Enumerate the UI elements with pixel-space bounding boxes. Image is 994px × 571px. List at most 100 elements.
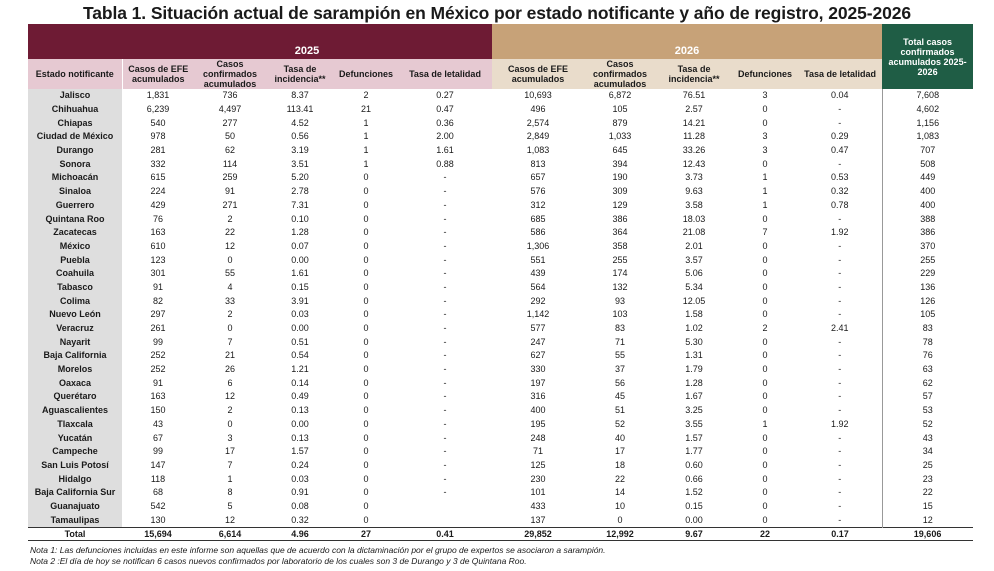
data-cell: 5.20: [291, 172, 309, 183]
data-cell: 449: [881, 171, 974, 185]
data-cell: 76: [881, 349, 974, 363]
data-cell: 7.31: [291, 199, 309, 210]
data-cell: -: [443, 281, 447, 292]
data-cell: 4,602: [881, 102, 974, 117]
state-name-cell: Veracruz: [28, 321, 122, 336]
data-cell: -: [838, 350, 842, 361]
data-cell: 247: [530, 336, 546, 347]
totals-cell: 15,694: [122, 527, 194, 541]
state-name-cell: Tlaxcala: [28, 417, 122, 432]
col-2026-incidence-rate: Tasa de incidencia**: [656, 59, 733, 89]
data-cell: -: [443, 391, 447, 402]
state-name-cell: Aguascalientes: [28, 403, 122, 418]
data-cell: 0.03: [291, 309, 309, 320]
data-cell: -: [838, 240, 842, 251]
data-cell: 978: [150, 131, 166, 142]
data-cell: 0: [363, 487, 369, 498]
data-cell: 1: [363, 158, 369, 169]
data-cell: 657: [530, 172, 546, 183]
data-cell: 1: [762, 199, 768, 210]
data-cell: 2: [363, 90, 369, 101]
data-cell: -: [838, 500, 842, 511]
data-cell: 21: [224, 350, 235, 361]
data-cell: 0: [363, 186, 369, 197]
data-cell: 1.02: [685, 323, 703, 334]
data-cell: 364: [612, 227, 628, 238]
data-cell: 0: [363, 459, 369, 470]
data-cell: 5: [227, 500, 233, 511]
data-cell: 332: [150, 158, 166, 169]
data-cell: 26: [224, 364, 235, 375]
data-cell: 0: [762, 459, 768, 470]
data-cell: 0.78: [831, 199, 849, 210]
data-cell: -: [838, 432, 842, 443]
data-cell: 0: [363, 514, 369, 525]
state-name-cell: Nayarit: [28, 335, 122, 350]
data-cell: 55: [224, 268, 235, 279]
data-cell: [398, 513, 492, 527]
data-cell: 1: [762, 186, 768, 197]
data-cell: 6,872: [608, 90, 632, 101]
data-cell: 0.32: [291, 514, 309, 525]
data-cell: -: [443, 459, 447, 470]
data-cell: 5.06: [685, 268, 703, 279]
table-row: Colima 82 33 3.91 0 - 292 93 12.05 0 - 126: [28, 294, 974, 308]
data-cell: 0: [762, 213, 768, 224]
data-cell: 23: [881, 472, 974, 486]
data-cell: 0.00: [291, 254, 309, 265]
data-cell: -: [443, 487, 447, 498]
table-row: Durango 281 62 3.19 1 1.61 1,083 645 33.26 3 0.47 7…: [28, 143, 974, 158]
data-cell: 0: [363, 295, 369, 306]
data-cell: 400: [881, 198, 974, 213]
data-cell: 0: [227, 254, 233, 265]
state-name-cell: México: [28, 239, 122, 254]
data-cell: -: [838, 295, 842, 306]
data-cell: 0: [363, 500, 369, 511]
data-cell: 0: [363, 323, 369, 334]
data-cell: -: [838, 487, 842, 498]
data-cell: 99: [152, 336, 163, 347]
data-cell: 0: [762, 104, 768, 115]
table-row: Nayarit 99 7 0.51 0 - 247 71 5.30 0 - 78: [28, 335, 974, 350]
data-cell: 4.52: [291, 117, 309, 128]
data-cell: 301: [150, 268, 166, 279]
state-name-cell: Guanajuato: [28, 499, 122, 514]
data-cell: -: [443, 309, 447, 320]
data-cell: 0.88: [436, 158, 454, 169]
data-cell: 0.60: [685, 459, 703, 470]
data-cell: 3: [762, 131, 768, 142]
data-cell: 71: [533, 446, 544, 457]
data-cell: 2: [227, 405, 233, 416]
footnotes: Nota 1: Las defunciones incluidas en est…: [30, 545, 606, 567]
totals-cell: 22: [732, 527, 799, 541]
data-cell: 105: [881, 308, 974, 322]
data-cell: 255: [881, 253, 974, 267]
data-cell: 439: [530, 268, 546, 279]
table-row: Campeche 99 17 1.57 0 - 71 17 1.77 0 - 34: [28, 444, 974, 459]
data-cell: 55: [615, 350, 626, 361]
data-cell: 0.27: [436, 90, 454, 101]
data-cell: 150: [150, 405, 166, 416]
data-cell: 1.58: [685, 309, 703, 320]
data-cell: 0: [363, 350, 369, 361]
data-cell: 62: [881, 376, 974, 391]
state-name-cell: Colima: [28, 294, 122, 308]
data-cell: 1.21: [291, 364, 309, 375]
data-cell: 0.53: [831, 172, 849, 183]
data-cell: 9.63: [685, 186, 703, 197]
data-cell: 91: [152, 377, 163, 388]
table-row: Tlaxcala 43 0 0.00 0 - 195 52 3.55 1 1.92 52: [28, 417, 974, 432]
data-cell: 7: [762, 227, 768, 238]
data-cell: 2.78: [291, 186, 309, 197]
data-cell: 316: [530, 391, 546, 402]
data-cell: -: [838, 364, 842, 375]
data-cell: 551: [530, 254, 546, 265]
totals-cell: 0.41: [398, 527, 493, 541]
data-cell: 496: [530, 104, 546, 115]
data-cell: 163: [150, 227, 166, 238]
measles-table-container: 2025 2026 Total casos confirmados acumul…: [28, 24, 974, 541]
data-cell: 34: [881, 444, 974, 459]
data-cell: 0.15: [291, 281, 309, 292]
data-cell: 0: [363, 227, 369, 238]
state-name-cell: San Luis Potosí: [28, 458, 122, 473]
